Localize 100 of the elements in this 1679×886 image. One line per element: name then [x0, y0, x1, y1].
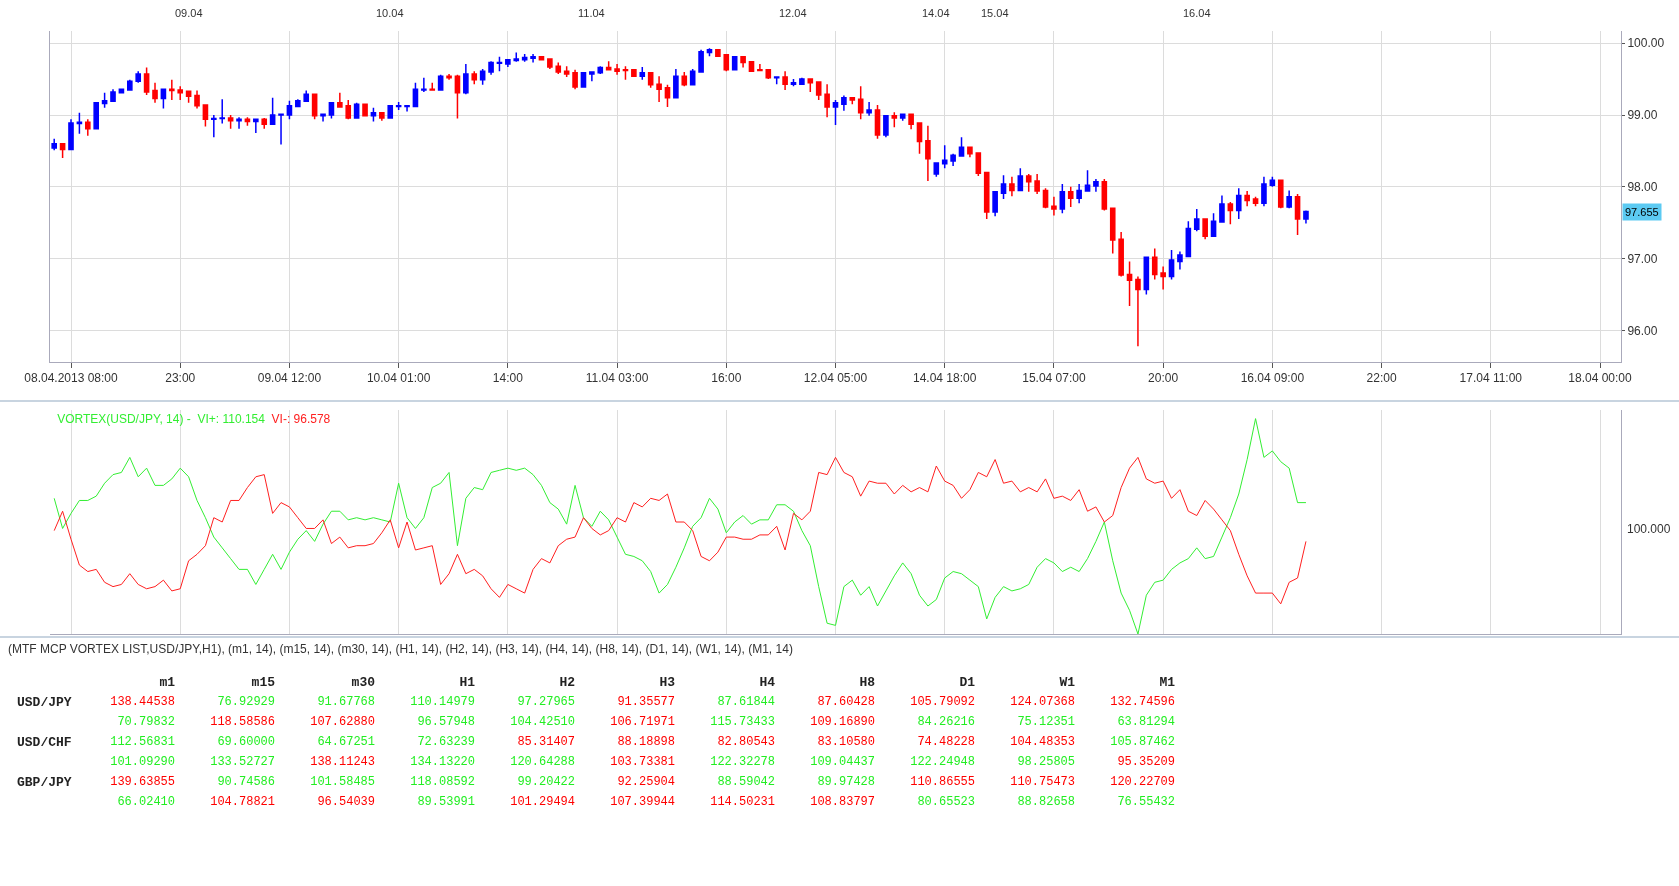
text: 10.04 — [376, 7, 404, 19]
candlestick — [1017, 167, 1024, 192]
candlestick — [883, 114, 889, 139]
data-label: 76.55432 — [1116, 794, 1175, 811]
candlestick — [992, 191, 998, 217]
candlestick — [849, 97, 856, 105]
data-label: 95.35209 — [1116, 754, 1175, 771]
data-label: 138.11243 — [309, 754, 375, 771]
y-tick-label: 100.00 — [1627, 36, 1665, 51]
candlestick — [563, 65, 570, 78]
candlestick — [437, 74, 444, 91]
text: 14.04 — [922, 7, 950, 19]
data-label: 88.18898 — [616, 734, 675, 751]
candlestick — [177, 85, 184, 101]
candlestick — [1235, 187, 1242, 220]
x-tick-label: 14:00 — [492, 371, 524, 386]
candlestick — [731, 56, 738, 71]
data-label: 122.24948 — [909, 754, 975, 771]
candlestick — [530, 53, 536, 64]
candlestick — [589, 71, 595, 83]
candlestick — [253, 118, 259, 134]
text: VI+: 110.154 — [197, 412, 265, 426]
candlestick — [866, 101, 872, 117]
y-tick-label: 98.00 — [1627, 180, 1658, 195]
candlestick — [916, 122, 923, 155]
candlestick — [320, 113, 326, 123]
candlestick — [1109, 207, 1116, 255]
candlestick — [404, 104, 410, 113]
data-label: 88.59042 — [716, 774, 775, 791]
x-tick-label: m15 — [250, 673, 275, 692]
candlestick — [1143, 255, 1150, 296]
candlestick — [143, 66, 150, 96]
candlestick — [773, 76, 780, 85]
candlestick — [824, 83, 830, 118]
x-tick-label: D1 — [958, 673, 975, 692]
candlestick — [933, 162, 940, 178]
x-tick-label: 08.04.2013 08:00 — [24, 371, 119, 386]
data-label: 90.74586 — [216, 774, 275, 791]
data-label: 84.26216 — [916, 714, 975, 731]
data-label: 101.09290 — [109, 754, 175, 771]
candlestick — [505, 58, 511, 68]
candlestick — [76, 112, 83, 135]
y-tick-label: 99.00 — [1627, 108, 1658, 123]
candlestick — [1202, 218, 1208, 240]
data-label: 91.67768 — [316, 694, 375, 711]
candlestick — [202, 103, 209, 128]
candlestick — [1135, 275, 1141, 347]
candlestick — [715, 48, 721, 57]
chart-title: (MTF MCP VORTEX LIST,USD/JPY,H1), (m1, 14), (m15, 14), (m30, 14), (H1, 14), (H2, 14), (H3, 14), (H4, 14), (H8, 14), (D1, 14), (W1, 14), (M1, 14) — [7, 641, 794, 658]
candlestick — [1168, 249, 1175, 281]
data-label: 133.52727 — [209, 754, 275, 771]
data-label: 66.02410 — [116, 794, 175, 811]
candlestick — [1118, 231, 1124, 278]
candlestick — [908, 113, 914, 131]
data-label: 118.08592 — [409, 774, 475, 791]
candlestick — [1126, 260, 1133, 307]
data-label: 91.35577 — [616, 694, 675, 711]
candlestick — [328, 102, 335, 120]
candlestick — [1244, 190, 1250, 207]
data-label: 110.14979 — [409, 694, 475, 711]
candlestick — [1093, 178, 1099, 193]
x-tick-label: 12.04 05:00 — [803, 371, 868, 386]
candlestick — [673, 68, 679, 99]
data-label: 87.60428 — [816, 694, 875, 711]
candlestick — [925, 125, 931, 182]
candlestick — [799, 76, 805, 86]
candlestick — [227, 114, 234, 130]
candlestick — [1219, 194, 1225, 223]
candlestick — [656, 75, 662, 103]
data-label: 74.48228 — [916, 734, 975, 751]
x-tick-label: 10.04 01:00 — [366, 371, 431, 386]
y-tick-label: USD/CHF — [16, 733, 73, 752]
candlestick — [261, 117, 268, 130]
candlestick — [698, 48, 704, 73]
data-label: 139.63855 — [109, 774, 175, 791]
candlestick — [815, 81, 822, 101]
candlestick — [463, 63, 469, 95]
candlestick — [941, 144, 948, 169]
data-label: 82.80543 — [716, 734, 775, 751]
candlestick — [194, 89, 200, 110]
candlestick — [765, 69, 772, 80]
data-label: 75.12351 — [1016, 714, 1075, 731]
data-label: 104.78821 — [209, 794, 275, 811]
annotation: 97.655 — [1625, 206, 1659, 218]
data-label: 108.83797 — [809, 794, 875, 811]
candlestick — [857, 85, 864, 121]
x-tick-label: 22:00 — [1366, 371, 1397, 386]
candlestick — [975, 152, 982, 177]
data-label: 96.54039 — [316, 794, 375, 811]
x-tick-label: m1 — [158, 673, 175, 692]
candlestick — [127, 79, 133, 92]
data-label: 76.92929 — [216, 694, 275, 711]
x-tick-label: H4 — [758, 673, 775, 692]
x-tick-label: m30 — [350, 673, 375, 692]
candlestick — [1084, 169, 1091, 192]
data-label: 70.79832 — [116, 714, 175, 731]
candlestick — [93, 102, 100, 130]
data-label: 105.87462 — [1109, 734, 1175, 751]
candlestick — [689, 68, 696, 86]
x-tick-label: M1 — [1158, 673, 1175, 692]
